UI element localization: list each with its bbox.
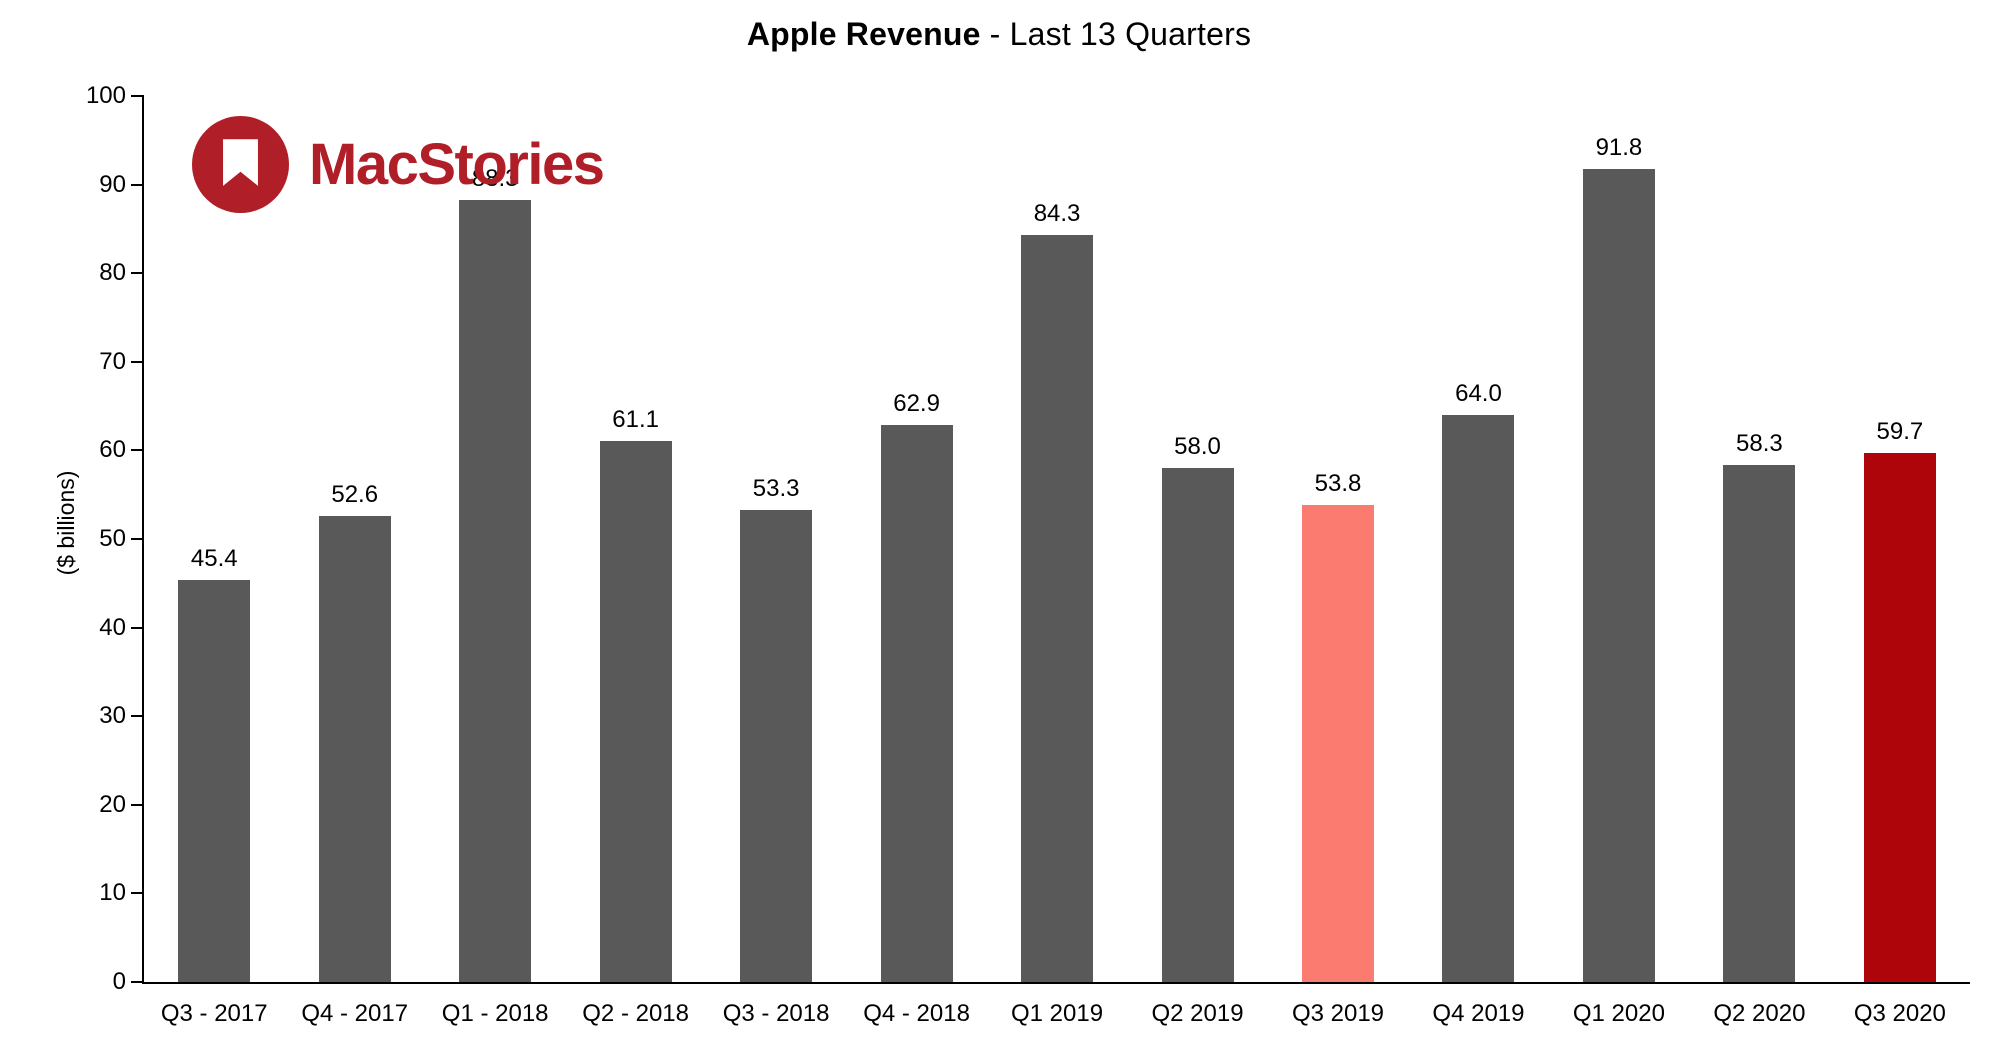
y-tick-mark (131, 183, 144, 186)
bar (178, 579, 251, 982)
bar-group: 53.8 Q3 2019 (1268, 96, 1408, 1027)
x-axis-label: Q4 - 2017 (301, 1000, 409, 1027)
bar-value-label: 59.7 (1876, 418, 1924, 446)
y-tick-mark (131, 272, 144, 275)
x-axis-label: Q1 2020 (1572, 1000, 1665, 1027)
bar-group: 84.3 Q1 2019 (987, 96, 1127, 1027)
x-axis-label: Q3 - 2018 (722, 1000, 830, 1027)
y-axis-label: ($ billions) (52, 470, 79, 576)
macstories-bookmark-icon (192, 116, 289, 213)
y-tick-label: 50 (99, 525, 126, 552)
chart-title: Apple Revenue - Last 13 Quarters (0, 16, 1998, 53)
bar-value-label: 53.8 (1314, 470, 1362, 498)
bar (1021, 235, 1094, 982)
y-tick-label: 0 (112, 968, 126, 995)
y-tick-mark (131, 803, 144, 806)
macstories-logo: MacStories (192, 116, 605, 213)
bar-value-label: 53.3 (752, 474, 800, 502)
bar-value-label: 62.9 (893, 389, 940, 417)
x-axis-label: Q3 2020 (1853, 1000, 1946, 1027)
bar (599, 440, 672, 982)
x-axis-label: Q2 2019 (1151, 1000, 1244, 1027)
chart-title-rest: - Last 13 Quarters (980, 16, 1252, 52)
y-tick-label: 70 (99, 347, 126, 375)
y-tick-label: 30 (99, 702, 126, 730)
bar (1442, 414, 1515, 982)
bar-value-label: 58.3 (1736, 430, 1783, 458)
bar (1161, 468, 1234, 982)
y-tick-label: 60 (99, 436, 126, 464)
x-axis-label: Q3 2019 (1291, 1000, 1385, 1027)
bar-value-label: 45.4 (190, 544, 238, 572)
bar-group: 45.4 Q3 - 2017 (144, 96, 284, 1027)
bar-group: 59.7 Q3 2020 (1830, 96, 1970, 1027)
macstories-logo-text: MacStories (309, 132, 605, 197)
bar-value-label: 58.0 (1174, 433, 1221, 461)
bar-group: 58.3 Q2 2020 (1689, 96, 1829, 1027)
y-tick-mark (131, 360, 144, 363)
bar-group: 53.3 Q3 - 2018 (706, 96, 846, 1027)
y-tick-label: 10 (99, 879, 126, 907)
bar-group: 58.0 Q2 2019 (1127, 96, 1267, 1027)
bar (1301, 505, 1374, 982)
x-axis-label: Q4 - 2018 (863, 1000, 970, 1027)
bar-value-label: 52.6 (331, 480, 379, 508)
chart-title-bold: Apple Revenue (746, 16, 981, 52)
x-axis-label: Q1 - 2018 (441, 1000, 549, 1027)
bar-value-label: 88.3 (471, 164, 519, 192)
y-tick-label: 20 (99, 790, 126, 818)
y-tick-label: 90 (99, 170, 126, 198)
x-axis-label: Q1 2019 (1011, 1000, 1104, 1027)
bar-value-label: 61.1 (612, 405, 659, 433)
bar (740, 509, 813, 982)
plot-area: 0 10 20 30 40 50 60 70 80 90 100 45.4 Q3 - 2017 52.6… (86, 82, 1970, 1027)
y-axis: 0 10 20 30 40 50 60 70 80 90 100 (86, 82, 1970, 995)
bar-value-label: 84.3 (1033, 200, 1081, 228)
y-tick-mark (131, 95, 144, 97)
x-axis-label: Q3 - 2017 (160, 1000, 268, 1027)
y-tick-mark (131, 449, 144, 452)
y-tick-mark (131, 892, 144, 895)
bar-group: 61.1 Q2 - 2018 (565, 96, 705, 1027)
x-axis-label: Q2 2020 (1713, 1000, 1806, 1027)
bar (318, 515, 391, 982)
x-axis-label: Q4 2019 (1432, 1000, 1525, 1027)
bar-group: 64.0 Q4 2019 (1408, 96, 1548, 1027)
y-tick-label: 80 (99, 259, 126, 287)
bar (880, 424, 953, 982)
bar (1723, 465, 1796, 982)
bar-group: 91.8 Q1 2020 (1549, 96, 1689, 1027)
bar-group: 88.3 Q1 - 2018 (425, 96, 565, 1027)
bar-group: 52.6 Q4 - 2017 (284, 96, 424, 1027)
y-tick-mark (131, 626, 144, 629)
bar-value-label: 64.0 (1455, 379, 1502, 407)
x-axis-label: Q2 - 2018 (582, 1000, 689, 1027)
y-tick-label: 100 (85, 82, 126, 109)
bar (459, 199, 532, 982)
bar (1863, 453, 1936, 982)
bar (1582, 168, 1655, 982)
y-tick-mark (131, 981, 144, 983)
bar-value-label: 91.8 (1595, 133, 1643, 161)
y-tick-mark (131, 715, 144, 718)
bars-container: 45.4 Q3 - 2017 52.6 Q4 - 2017 88.3 Q1 - 2018 6… (144, 96, 1970, 1027)
bar-group: 62.9 Q4 - 2018 (846, 96, 986, 1027)
y-tick-label: 40 (99, 613, 126, 641)
y-tick-mark (131, 538, 144, 540)
